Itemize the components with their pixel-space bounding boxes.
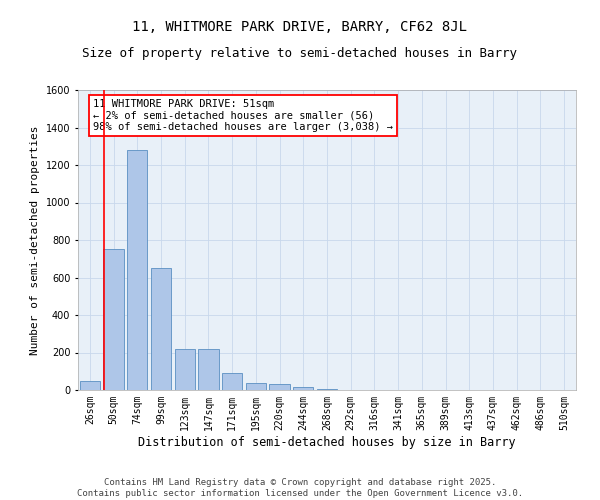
Text: 11, WHITMORE PARK DRIVE, BARRY, CF62 8JL: 11, WHITMORE PARK DRIVE, BARRY, CF62 8JL	[133, 20, 467, 34]
Bar	[317, 389, 337, 390]
Bar	[199, 349, 218, 390]
Text: Size of property relative to semi-detached houses in Barry: Size of property relative to semi-detach…	[83, 48, 517, 60]
Bar	[80, 380, 100, 390]
Bar	[151, 268, 171, 390]
Bar	[127, 150, 148, 390]
Bar	[175, 349, 195, 390]
Bar	[103, 250, 124, 390]
Text: Contains HM Land Registry data © Crown copyright and database right 2025.
Contai: Contains HM Land Registry data © Crown c…	[77, 478, 523, 498]
Bar	[222, 373, 242, 390]
X-axis label: Distribution of semi-detached houses by size in Barry: Distribution of semi-detached houses by …	[138, 436, 516, 448]
Bar	[293, 387, 313, 390]
Text: 11 WHITMORE PARK DRIVE: 51sqm
← 2% of semi-detached houses are smaller (56)
98% : 11 WHITMORE PARK DRIVE: 51sqm ← 2% of se…	[93, 99, 393, 132]
Y-axis label: Number of semi-detached properties: Number of semi-detached properties	[30, 125, 40, 355]
Bar	[269, 384, 290, 390]
Bar	[246, 384, 266, 390]
